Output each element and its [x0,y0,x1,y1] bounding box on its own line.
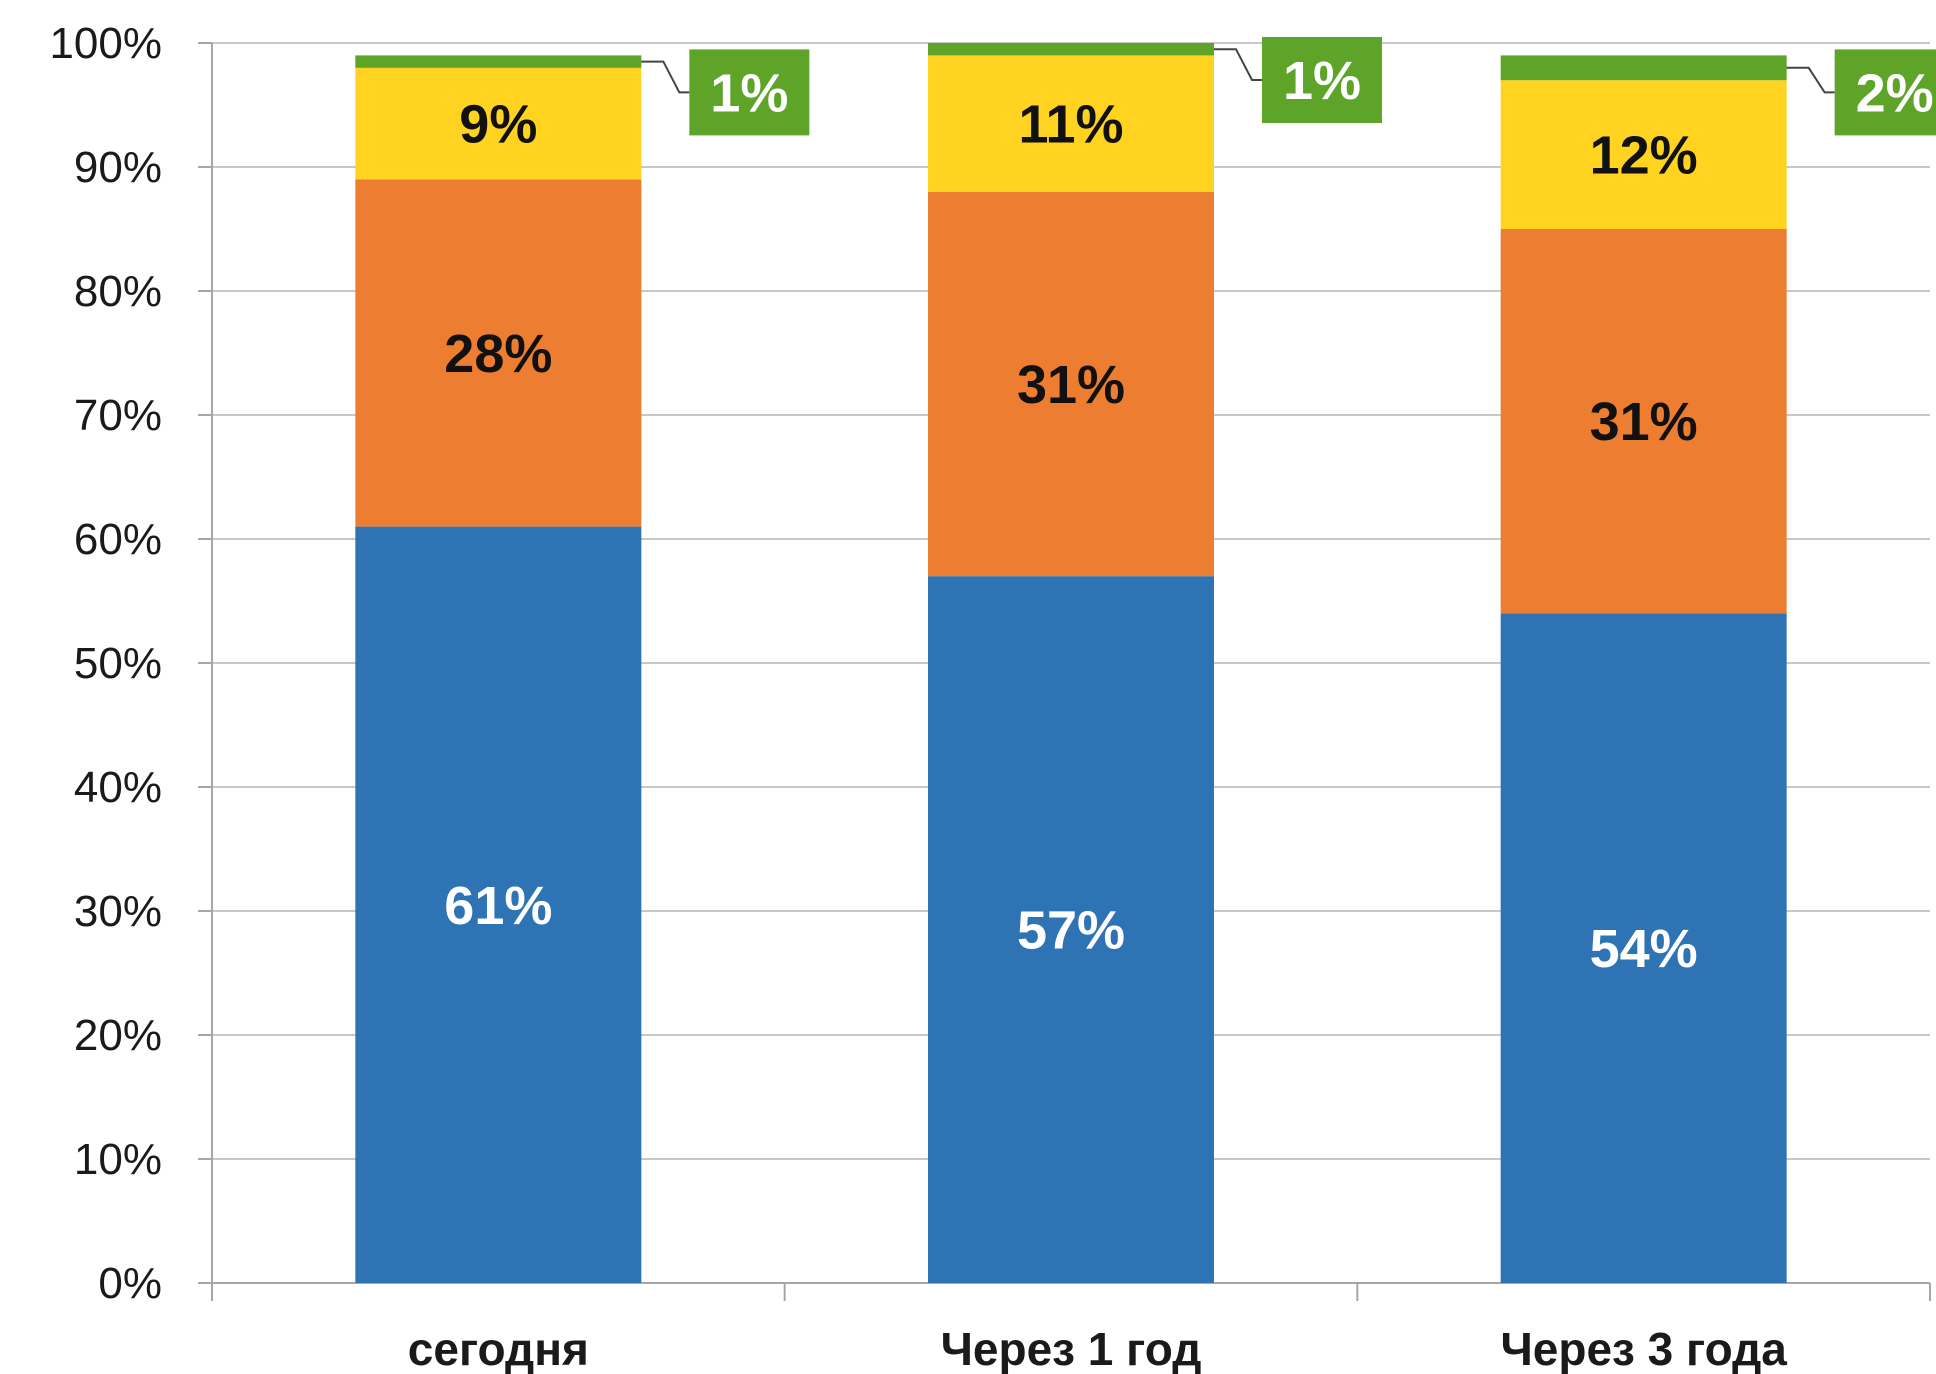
callout-value-label: 1% [710,63,788,123]
y-tick-label: 60% [74,515,162,564]
y-tick-label: 30% [74,887,162,936]
y-tick-label: 90% [74,143,162,192]
y-tick-label: 70% [74,391,162,440]
callout-leader-line [641,62,689,93]
data-value-label: 12% [1590,126,1698,186]
bar-segment [1501,55,1787,80]
data-value-label: 31% [1590,392,1698,452]
data-value-label: 31% [1017,355,1125,415]
data-value-label: 9% [459,95,537,155]
data-value-label: 57% [1017,901,1125,961]
bar-segment [928,43,1214,55]
callout-leader-line [1787,68,1835,93]
y-tick-label: 80% [74,267,162,316]
y-axis-tick-labels: 0% 10% 20% 30% 40% 50% 60% 70% 80% 90% 100% [49,19,162,1308]
y-tick-label: 0% [98,1259,162,1308]
callout-value-label: 2% [1856,63,1934,123]
y-tick-label: 40% [74,763,162,812]
y-tick-label: 20% [74,1011,162,1060]
bars [355,43,1786,1283]
y-tick-label: 10% [74,1135,162,1184]
y-tick-label: 100% [49,19,162,68]
callout-value-label: 1% [1283,51,1361,111]
data-value-label: 54% [1590,919,1698,979]
y-tick-label: 50% [74,639,162,688]
x-axis-category-labels: сегодня Через 1 год Через 3 года [408,1323,1787,1374]
x-category-label: Через 3 года [1500,1323,1787,1374]
bar-segment [355,55,641,67]
callout-leader-line [1214,49,1262,80]
x-category-label: сегодня [408,1323,589,1374]
data-value-label: 28% [444,324,552,384]
data-value-label: 11% [1018,95,1123,155]
data-value-label: 61% [444,876,552,936]
x-category-label: Через 1 год [941,1323,1202,1374]
